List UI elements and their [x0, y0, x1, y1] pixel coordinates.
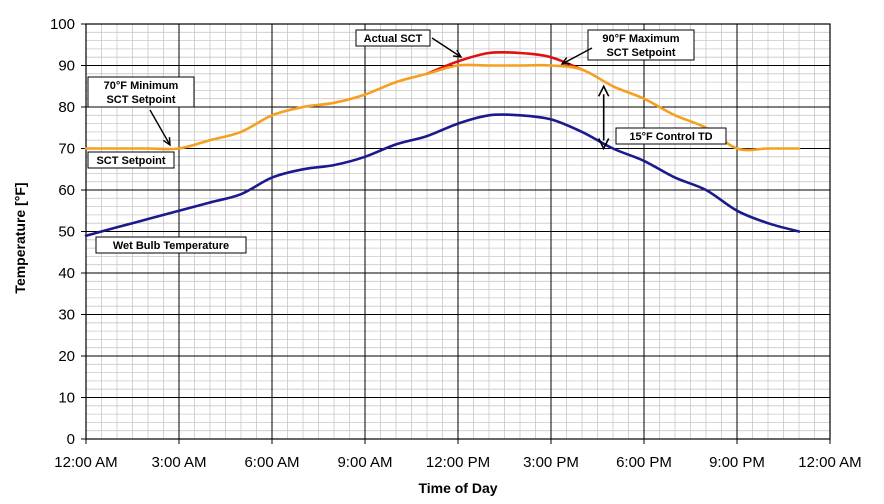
- y-tick-label: 90: [58, 58, 75, 75]
- callout-label: Actual SCT: [364, 33, 423, 45]
- y-tick-label: 10: [58, 390, 75, 407]
- callout-label: 15°F Control TD: [629, 131, 712, 143]
- callout-box: [355, 29, 431, 47]
- annotations: Actual SCT 90°F Maximum SCT Setpoint 70°F M…: [87, 29, 727, 254]
- callout-label: 70°F Minimum: [104, 80, 179, 92]
- y-tick-label: 40: [58, 265, 75, 282]
- y-axis-title: Temperature [°F]: [12, 182, 28, 293]
- x-tick-labels: 12:00 AM 3:00 AM 6:00 AM 9:00 AM 12:00 PM 3:0…: [54, 454, 861, 471]
- series-line-wet-bulb-temperature: [84, 113, 801, 237]
- callout-box: [87, 151, 175, 169]
- major-grid: [81, 23, 831, 444]
- y-tick-label: 100: [50, 16, 75, 33]
- y-tick-label: 80: [58, 99, 75, 116]
- y-tick-label: 50: [58, 224, 75, 241]
- y-tick-label: 70: [58, 141, 75, 158]
- callout-arrow: [561, 47, 593, 65]
- callout-arrowhead: [560, 57, 571, 65]
- x-tick-label: 9:00 PM: [709, 454, 765, 471]
- callout-arrowhead: [452, 49, 463, 58]
- x-axis-title: Time of Day: [418, 480, 497, 496]
- plot-frame: [85, 23, 831, 440]
- x-tick-label: 3:00 PM: [523, 454, 579, 471]
- series-layer: [84, 50, 801, 237]
- x-tick-label: 9:00 AM: [337, 454, 392, 471]
- callout-label: SCT Setpoint: [96, 155, 165, 167]
- callout-label: SCT Setpoint: [606, 47, 675, 59]
- callout-arrowhead: [163, 136, 171, 147]
- callout-box: [95, 236, 247, 254]
- y-tick-label: 30: [58, 307, 75, 324]
- y-tick-label: 20: [58, 348, 75, 365]
- series-line-sct-setpoint: [84, 63, 801, 152]
- y-tick-labels: 0 10 20 30 40 50 60 70 80 90 100: [50, 16, 75, 448]
- x-tick-label: 12:00 AM: [798, 454, 861, 471]
- x-tick-label: 12:00 PM: [426, 454, 490, 471]
- callout-box: [587, 29, 695, 61]
- callout-arrow: [431, 37, 462, 58]
- callout-box: [615, 127, 727, 145]
- y-tick-label: 60: [58, 182, 75, 199]
- callout-label: 90°F Maximum: [602, 33, 679, 45]
- callout-box: [87, 76, 195, 108]
- series-line-actual-sct: [425, 50, 584, 76]
- callout-arrow: [149, 109, 171, 146]
- x-tick-label: 12:00 AM: [54, 454, 117, 471]
- control-td-arrow-up: [597, 84, 610, 97]
- y-tick-label: 0: [67, 431, 75, 448]
- callout-label: SCT Setpoint: [106, 94, 175, 106]
- callout-label: Wet Bulb Temperature: [113, 240, 229, 252]
- x-tick-label: 3:00 AM: [151, 454, 206, 471]
- control-td-arrow-down: [597, 138, 610, 151]
- x-tick-label: 6:00 PM: [616, 454, 672, 471]
- x-tick-label: 6:00 AM: [244, 454, 299, 471]
